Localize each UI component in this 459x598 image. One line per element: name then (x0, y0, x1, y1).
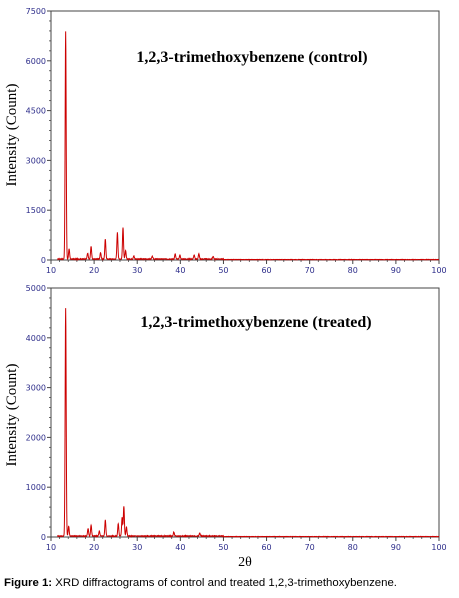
y-tick-label: 6000 (26, 57, 46, 66)
x-tick-label: 90 (391, 543, 401, 552)
x-tick-label: 10 (46, 266, 56, 275)
y-axis-label: Intensity (Count) (4, 364, 20, 467)
x-tick-label: 30 (132, 543, 142, 552)
figure-caption: Figure 1: XRD diffractograms of control … (4, 577, 456, 589)
xrd-pattern-line (57, 308, 440, 538)
chart-treated: 10 20 30 40 50 60 70 80 90 1000100020003000400050… (4, 284, 447, 570)
xrd-pattern-line (57, 31, 440, 262)
x-tick-label: 90 (391, 266, 401, 275)
caption-label: Figure 1: (4, 577, 53, 589)
y-tick-label: 3000 (26, 384, 46, 393)
x-tick-label: 70 (305, 543, 315, 552)
x-tick-label: 70 (305, 266, 315, 275)
x-axis-label: 2θ (238, 555, 252, 570)
y-tick-label: 1000 (26, 483, 46, 492)
x-tick-label: 50 (218, 543, 228, 552)
y-tick-label: 3000 (26, 156, 46, 165)
caption-text: XRD diffractograms of control and treate… (52, 577, 397, 589)
chart-title: 1,2,3-trimethoxybenzene (treated) (140, 314, 371, 331)
x-tick-label: 60 (261, 543, 271, 552)
chart-title: 1,2,3-trimethoxybenzene (control) (136, 49, 367, 66)
x-tick-label: 50 (218, 266, 228, 275)
chart-control: 10 20 30 40 50 60 70 80 90 100 0 1500 3000 4500 6000 75… (4, 7, 447, 275)
y-tick-label: 5000 (26, 284, 46, 293)
x-tick-label: 100 (431, 266, 446, 275)
x-tick-label: 60 (261, 266, 271, 275)
x-tick-label: 10 (46, 543, 56, 552)
y-tick-label: 7500 (26, 7, 46, 16)
x-tick-label: 30 (132, 266, 142, 275)
x-tick-label: 100 (431, 543, 446, 552)
y-tick-label: 0 (41, 533, 46, 542)
y-tick-label: 1500 (26, 206, 46, 215)
y-tick-label: 4000 (26, 334, 46, 343)
x-tick-label: 20 (89, 543, 99, 552)
x-tick-label: 40 (175, 543, 185, 552)
y-tick-label: 4500 (26, 107, 46, 116)
y-tick-label: 0 (41, 256, 46, 265)
x-tick-label: 80 (348, 266, 358, 275)
x-tick-label: 40 (175, 266, 185, 275)
x-tick-label: 20 (89, 266, 99, 275)
y-tick-label: 2000 (26, 433, 46, 442)
x-tick-label: 80 (348, 543, 358, 552)
y-axis-label: Intensity (Count) (4, 84, 20, 187)
